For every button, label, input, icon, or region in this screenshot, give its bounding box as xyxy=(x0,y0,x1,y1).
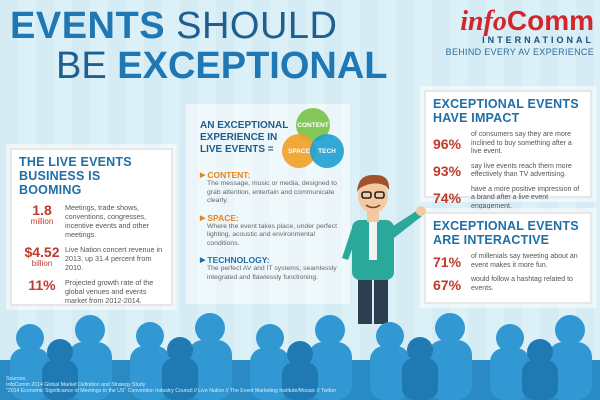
venn-tech-circle: TECH xyxy=(310,134,344,168)
center-item-desc: The message, music or media, designed to… xyxy=(207,180,337,204)
venn-diagram: CONTENT SPACE TECH xyxy=(282,108,350,172)
triangle-right-icon: ▶ xyxy=(200,214,206,222)
card-heading: EXCEPTIONAL EVENTS HAVE IMPACT xyxy=(433,97,579,125)
sources-line-2: "2014 Economic Significance of Meetings … xyxy=(6,388,337,395)
stat-value: 11% xyxy=(19,278,65,292)
presenter-hand xyxy=(416,206,426,216)
title-word-events: EVENTS xyxy=(10,5,166,47)
center-item-content: ▶ CONTENT: The message, music or media, d… xyxy=(200,170,348,206)
center-heading: AN EXCEPTIONAL EXPERIENCE IN LIVE EVENTS… xyxy=(200,120,289,155)
title-word-should: SHOULD xyxy=(176,5,338,47)
center-item-title: CONTENT: xyxy=(207,170,251,180)
percent-row: 96% of consumers say they are more incli… xyxy=(433,131,583,157)
stat-description: Projected growth rate of the global venu… xyxy=(65,278,154,305)
presenter-arm-raised xyxy=(390,210,422,238)
stat-unit: million xyxy=(30,217,54,226)
audience-front-row xyxy=(42,337,558,400)
percent-value: 96% xyxy=(433,135,462,152)
triangle-right-icon: ▶ xyxy=(200,257,206,264)
sources-footnote: Sources: InfoComm 2014 Global Market Def… xyxy=(6,376,446,395)
stat-value: 1.8 million xyxy=(19,203,65,226)
live-events-business-card: THE LIVE EVENTS BUSINESS IS BOOMING 1.8 … xyxy=(10,148,173,306)
events-have-impact-card: EXCEPTIONAL EVENTS HAVE IMPACT 96% of co… xyxy=(424,90,592,210)
percent-value: 67% xyxy=(433,276,462,293)
center-item-space-title-row: ▶ SPACE: xyxy=(200,213,348,223)
percent-row: 67% would follow a hashtag related to ev… xyxy=(433,276,583,293)
presenter-leg-right xyxy=(374,276,388,324)
stat-number: 1.8 xyxy=(32,202,52,218)
logo-wordmark: infoComm xyxy=(404,6,594,37)
percent-description: have a more positive impression of a bra… xyxy=(471,185,580,210)
center-item-space: ▶ SPACE: Where the event takes place, und… xyxy=(200,213,348,249)
presenter-neck xyxy=(367,210,379,222)
stat-row: $4.52 billion Live Nation concert revenu… xyxy=(19,245,164,272)
center-item-technology: ▶ TECHNOLOGY: The perfect AV and IT syste… xyxy=(200,255,348,282)
presenter-glasses-left xyxy=(361,191,372,199)
stat-unit: billion xyxy=(31,259,53,268)
title-line-2: BE EXCEPTIONAL xyxy=(56,44,388,88)
stat-value: $4.52 billion xyxy=(19,245,65,268)
sources-line-1: InfoComm 2014 Global Market Definition a… xyxy=(6,382,146,389)
center-item-title: SPACE: xyxy=(207,212,239,223)
center-item-desc: The perfect AV and IT systems, seamlessl… xyxy=(207,265,337,281)
sources-label: Sources: xyxy=(6,376,27,382)
title-line-1: EVENTS SHOULD xyxy=(10,4,337,48)
presenter-face xyxy=(358,179,388,213)
center-item-content-title-row: ▶ CONTENT: xyxy=(200,170,348,180)
audience-silhouettes xyxy=(0,313,600,400)
percent-description: say live events reach them more effectiv… xyxy=(471,162,572,179)
percent-row: 74% have a more positive impression of a… xyxy=(433,186,583,212)
infocomm-logo: infoComm INTERNATIONAL BEHIND EVERY AV E… xyxy=(404,6,594,58)
presenter-hair xyxy=(357,174,390,192)
stat-description: Live Nation concert revenue in 2013, up … xyxy=(65,245,163,272)
title-word-exceptional: EXCEPTIONAL xyxy=(117,45,388,87)
stat-number: 11% xyxy=(28,277,56,293)
presenter-illustration xyxy=(342,174,426,324)
stat-row: 11% Projected growth rate of the global … xyxy=(19,278,164,305)
percent-description: would follow a hashtag related to events… xyxy=(471,276,573,292)
title-word-be: BE xyxy=(56,45,107,87)
center-list: ▶ CONTENT: The message, music or media, d… xyxy=(200,170,348,289)
center-item-technology-title-row: ▶ TECHNOLOGY: xyxy=(200,255,348,265)
center-item-desc: Where the event takes place, under perfe… xyxy=(207,222,337,247)
presenter-leg-left xyxy=(358,276,372,324)
presenter-glasses-right xyxy=(374,191,385,199)
events-are-interactive-card: EXCEPTIONAL EVENTS ARE INTERACTIVE 71% o… xyxy=(424,212,592,304)
stat-number: $4.52 xyxy=(24,244,60,260)
stat-description: Meetings, trade shows, conventions, cong… xyxy=(65,203,149,239)
presenter-smile xyxy=(365,204,381,209)
percent-value: 71% xyxy=(433,253,462,270)
percent-description: of consumers say they are more inclined … xyxy=(471,131,572,155)
percent-row: 93% say live events reach them more effe… xyxy=(433,163,583,180)
logo-info: info xyxy=(460,6,507,37)
logo-tagline: BEHIND EVERY AV EXPERIENCE xyxy=(445,47,594,57)
presenter-arm-down xyxy=(342,228,358,260)
logo-international: INTERNATIONAL xyxy=(482,35,594,45)
audience-back-row xyxy=(10,313,592,400)
stat-row: 1.8 million Meetings, trade shows, conve… xyxy=(19,203,164,239)
card-heading: THE LIVE EVENTS BUSINESS IS BOOMING xyxy=(19,155,132,197)
percent-row: 71% of millenials say tweeting about an … xyxy=(433,253,583,270)
logo-comm: Comm xyxy=(506,5,594,36)
percent-value: 93% xyxy=(433,163,462,179)
percent-value: 74% xyxy=(433,190,462,207)
percent-description: of millenials say tweeting about an even… xyxy=(471,253,578,269)
center-item-title: TECHNOLOGY: xyxy=(207,255,270,265)
presenter-collar xyxy=(369,220,377,260)
triangle-right-icon: ▶ xyxy=(200,172,206,179)
card-heading: EXCEPTIONAL EVENTS ARE INTERACTIVE xyxy=(433,219,579,247)
